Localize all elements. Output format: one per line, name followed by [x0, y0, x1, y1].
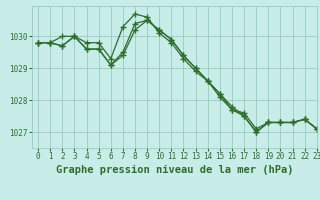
X-axis label: Graphe pression niveau de la mer (hPa): Graphe pression niveau de la mer (hPa) — [56, 165, 293, 175]
